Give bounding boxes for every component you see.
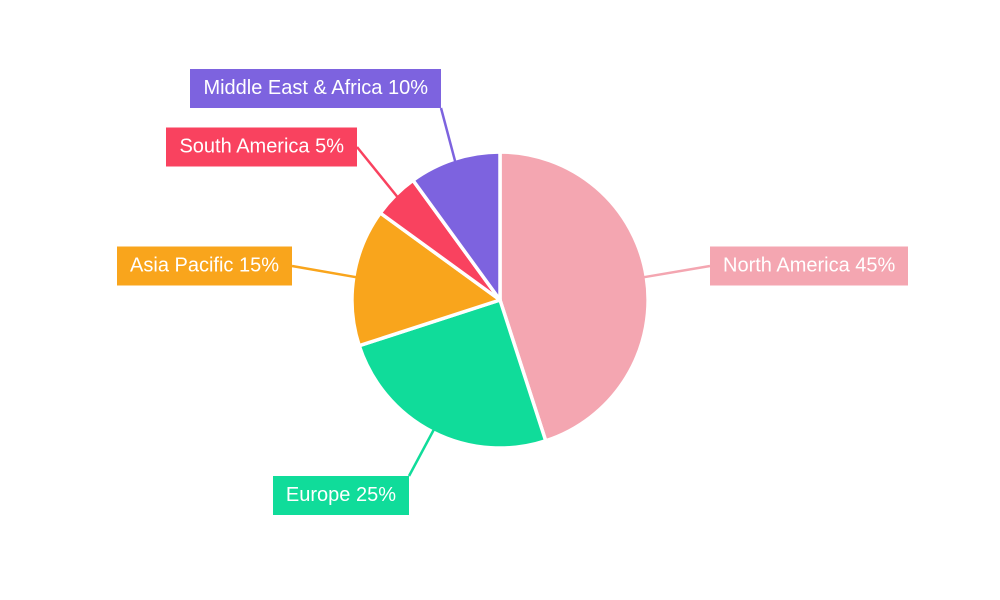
- leader-line-middle-east-africa: [439, 107, 458, 166]
- leader-line-south-america: [356, 146, 401, 201]
- leader-line-europe: [407, 425, 437, 477]
- leader-line-asia-pacific: [291, 264, 360, 280]
- leader-line-north-america: [640, 264, 711, 280]
